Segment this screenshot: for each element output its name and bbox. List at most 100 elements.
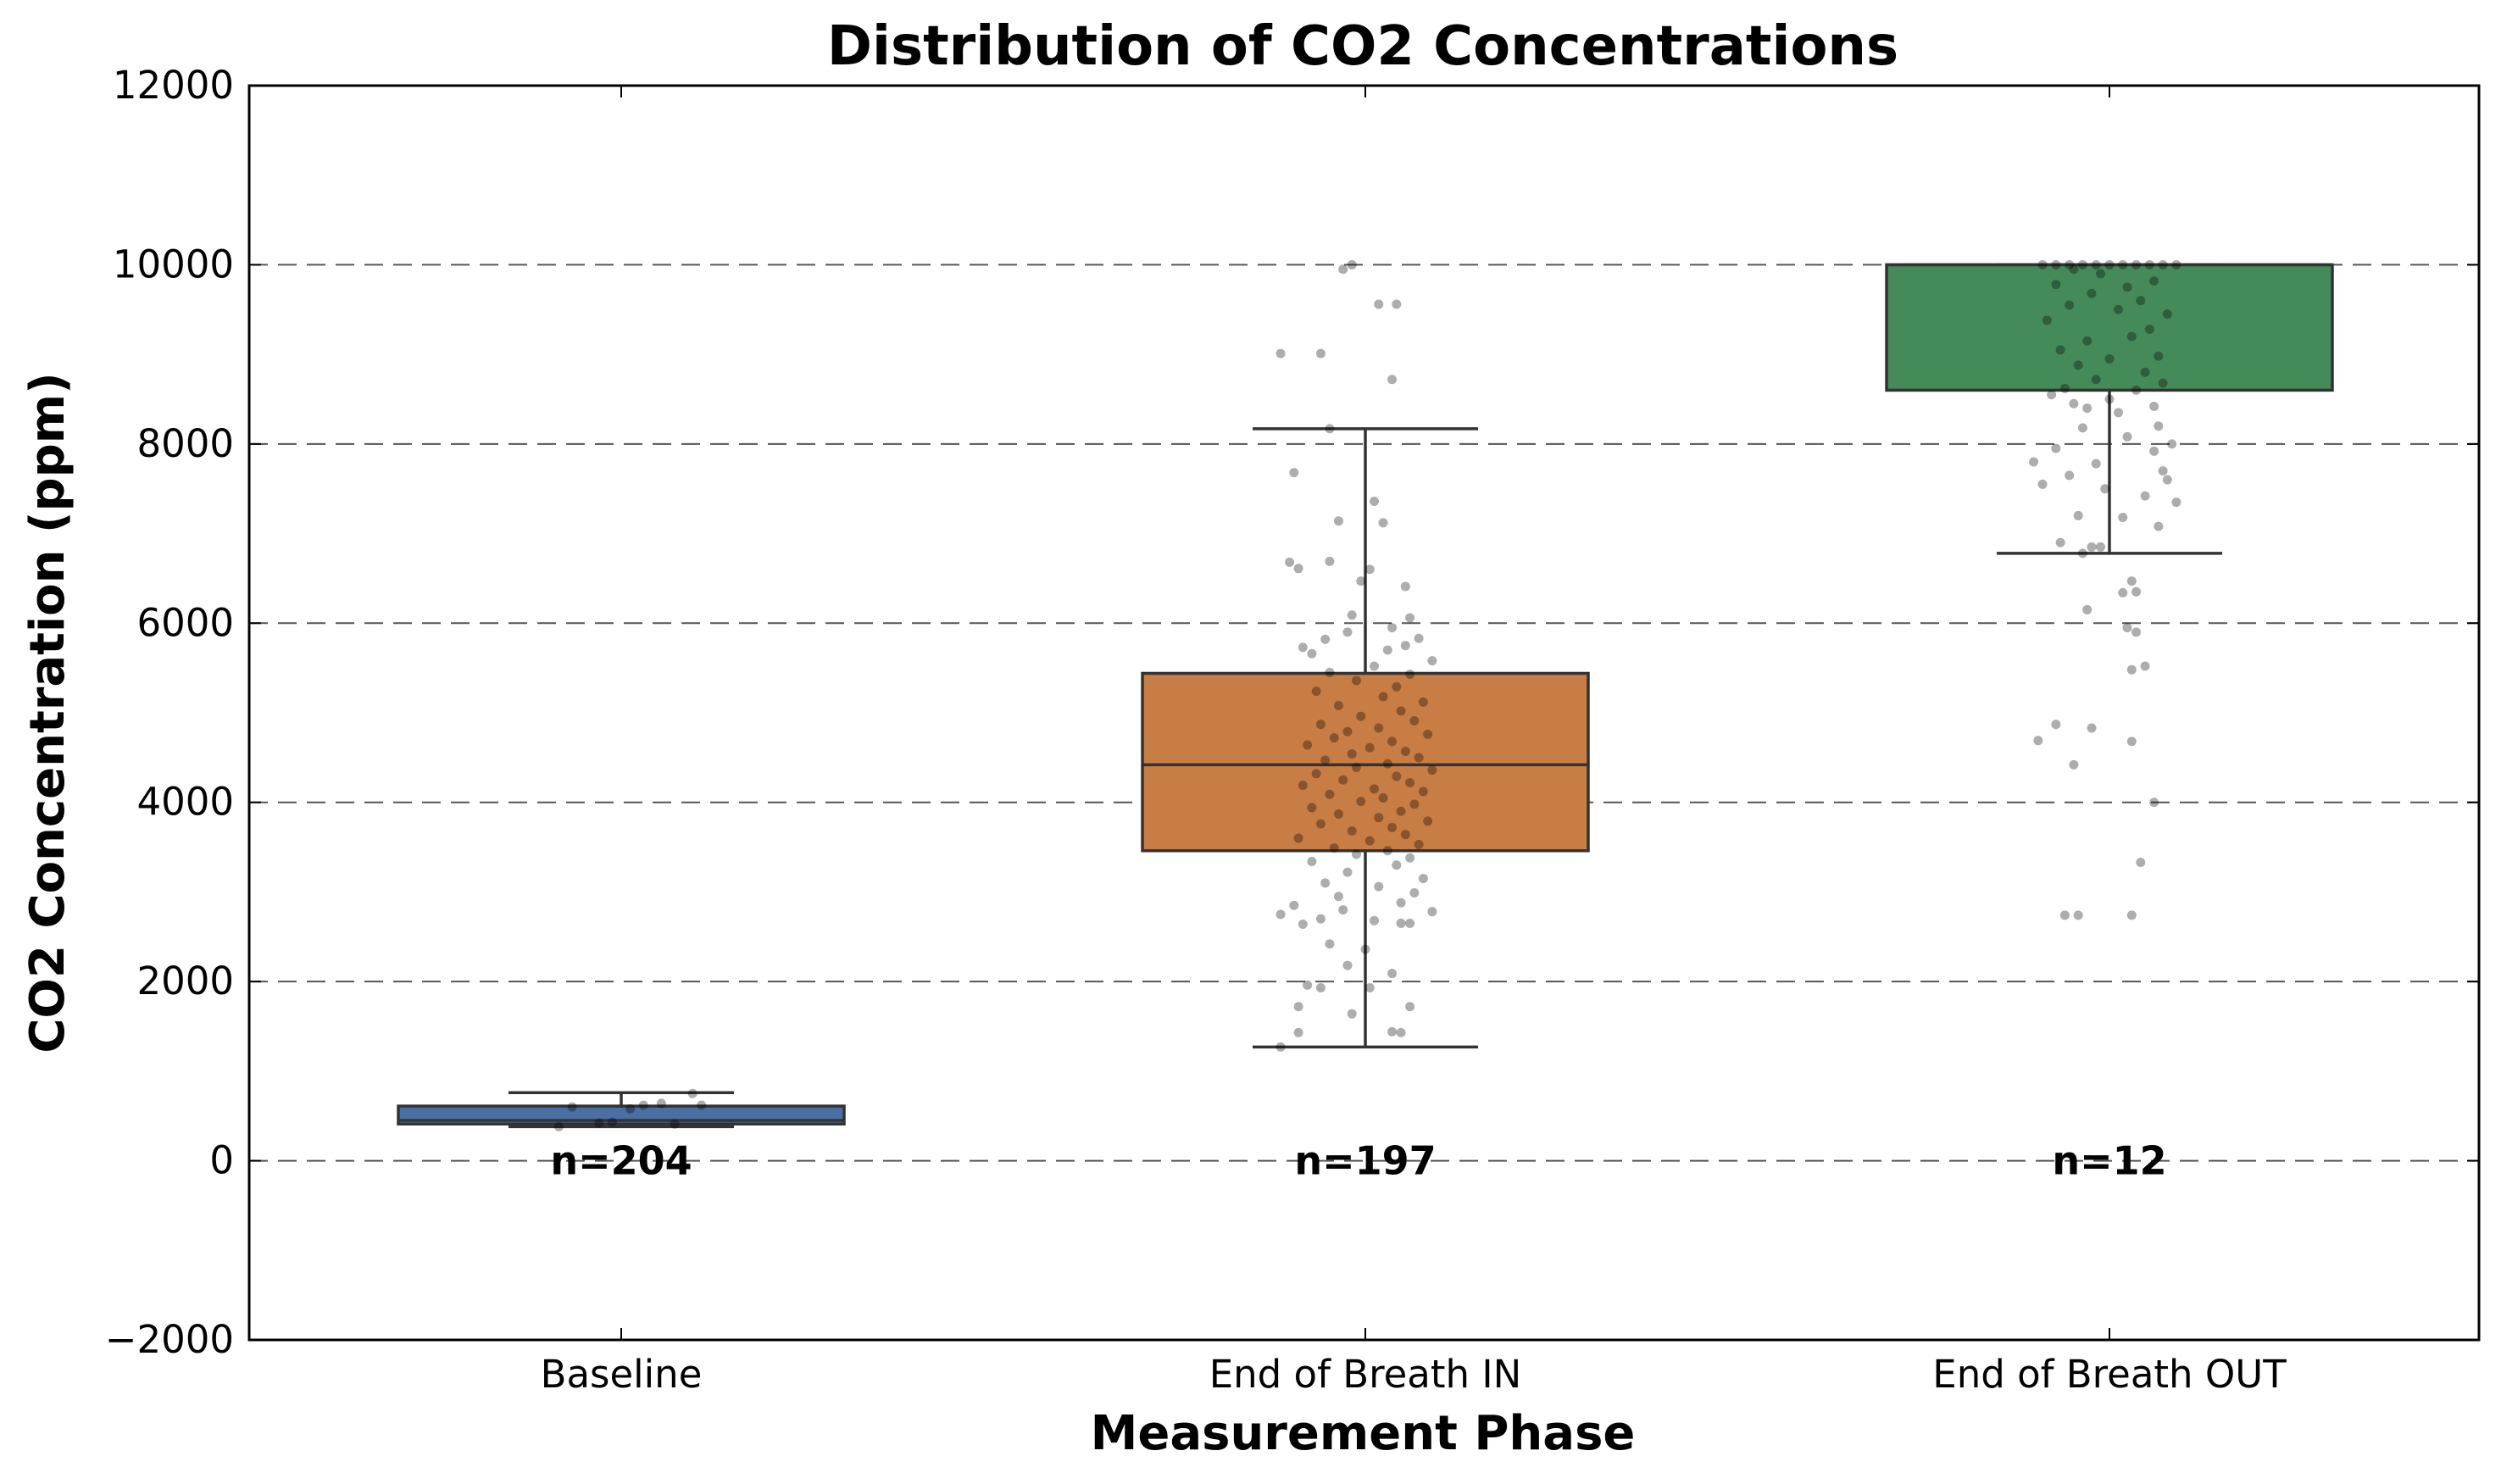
- data-point: [1298, 642, 1308, 653]
- data-point: [2069, 264, 2079, 275]
- data-point: [2091, 375, 2101, 385]
- data-point: [1325, 424, 1335, 434]
- data-point: [1387, 375, 1398, 385]
- data-point: [1276, 909, 1286, 920]
- sample-size-label: n=197: [1294, 1138, 1436, 1184]
- data-point: [2162, 475, 2172, 485]
- data-point: [1378, 792, 1388, 803]
- data-point: [2087, 288, 2097, 298]
- data-point: [1405, 670, 1415, 680]
- data-point: [594, 1118, 604, 1128]
- x-tick-label: End of Breath IN: [1209, 1352, 1522, 1397]
- data-point: [2126, 664, 2137, 675]
- data-point: [1405, 918, 1415, 928]
- y-tick-label: 6000: [136, 600, 234, 645]
- data-point: [1333, 892, 1343, 902]
- data-point: [2065, 259, 2075, 270]
- data-point: [625, 1103, 636, 1114]
- data-point: [2104, 353, 2115, 364]
- data-point: [1356, 576, 1366, 586]
- y-axis-ticks: −2000 0 2000 4000 6000 8000 10000 12000: [105, 63, 2479, 1362]
- data-point: [1342, 627, 1353, 637]
- data-point: [2167, 439, 2177, 449]
- data-point: [1298, 781, 1308, 791]
- data-point: [1396, 806, 1406, 816]
- data-point: [2154, 351, 2164, 361]
- data-point: [2118, 259, 2128, 270]
- x-axis-label: Measurement Phase: [1091, 1406, 1636, 1461]
- data-point: [1387, 736, 1398, 747]
- data-point: [2118, 513, 2128, 523]
- data-point: [1423, 816, 1433, 826]
- box-group: [1885, 263, 2334, 555]
- data-point: [2122, 431, 2132, 442]
- data-point: [2037, 479, 2048, 489]
- data-point: [638, 1100, 648, 1110]
- data-point: [2154, 421, 2164, 431]
- data-point: [1427, 907, 1437, 917]
- data-point: [2162, 309, 2172, 320]
- data-point: [1325, 939, 1335, 949]
- data-point: [2069, 759, 2079, 770]
- data-point: [2136, 858, 2146, 868]
- y-tick-label: 8000: [136, 421, 234, 466]
- data-point: [1320, 878, 1331, 888]
- x-tick-label: End of Breath OUT: [1932, 1352, 2287, 1397]
- data-point: [1414, 753, 1424, 763]
- data-point: [1338, 264, 1348, 275]
- y-axis-label: CO2 Concentration (ppm): [20, 372, 75, 1053]
- data-point: [1276, 1042, 1286, 1052]
- data-point: [1329, 733, 1339, 743]
- data-point: [2154, 521, 2164, 531]
- data-point: [697, 1100, 707, 1110]
- data-point: [1364, 983, 1375, 993]
- data-point: [1392, 299, 1402, 309]
- data-point: [1315, 720, 1326, 730]
- data-point: [1347, 1009, 1357, 1019]
- data-point: [1293, 1002, 1303, 1012]
- data-point: [1285, 557, 1295, 567]
- data-point: [2171, 497, 2181, 508]
- data-point: [1370, 661, 1380, 671]
- data-point: [1303, 740, 1313, 750]
- data-point: [1374, 881, 1384, 892]
- data-point: [1325, 556, 1335, 566]
- data-point: [1370, 915, 1380, 925]
- data-point: [1409, 799, 1420, 809]
- data-point: [2051, 280, 2061, 290]
- data-point: [1315, 348, 1326, 358]
- data-point: [1374, 813, 1384, 823]
- data-point: [2087, 542, 2097, 552]
- data-point: [1356, 711, 1366, 721]
- data-point: [1347, 749, 1357, 759]
- data-point: [1325, 667, 1335, 677]
- data-point: [2073, 510, 2083, 520]
- data-point: [2122, 623, 2132, 633]
- data-point: [1311, 769, 1321, 779]
- data-point: [2149, 401, 2159, 411]
- data-point: [1351, 849, 1361, 859]
- data-point: [1387, 623, 1398, 633]
- y-tick-label: −2000: [105, 1317, 234, 1362]
- data-point: [1293, 833, 1303, 843]
- data-point: [2033, 736, 2043, 746]
- data-point: [1298, 919, 1308, 929]
- data-point: [2126, 576, 2137, 586]
- x-tick-label: Baseline: [541, 1352, 703, 1397]
- data-point: [1370, 784, 1380, 794]
- data-point: [1342, 867, 1353, 877]
- data-point: [687, 1088, 698, 1098]
- data-point: [1382, 846, 1392, 856]
- data-point: [2158, 378, 2168, 388]
- data-point: [2069, 398, 2079, 409]
- data-point: [1387, 969, 1398, 979]
- y-tick-label: 0: [209, 1138, 234, 1183]
- data-point: [1396, 706, 1406, 716]
- x-axis-ticks: Baseline End of Breath IN End of Breath OU…: [541, 86, 2287, 1397]
- data-point: [1333, 516, 1343, 526]
- data-point: [2037, 259, 2048, 270]
- data-point: [2065, 300, 2075, 310]
- data-point: [1400, 641, 1410, 651]
- data-point: [2131, 627, 2142, 637]
- iqr-box: [1885, 263, 2334, 392]
